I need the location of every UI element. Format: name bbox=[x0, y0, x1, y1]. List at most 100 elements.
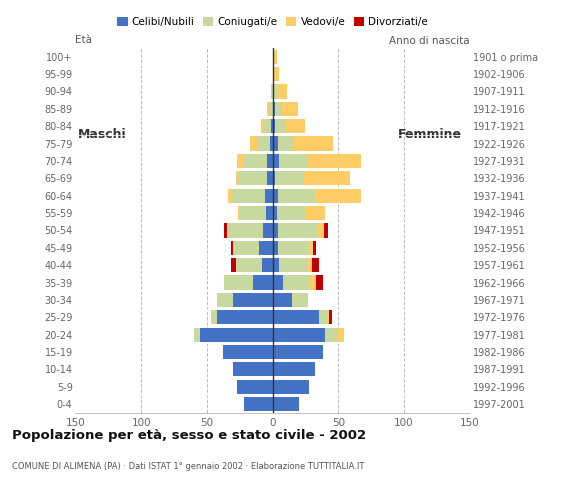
Bar bbox=[238, 206, 240, 220]
Bar bbox=[316, 276, 322, 289]
Bar bbox=[267, 102, 269, 116]
Bar bbox=[257, 136, 270, 151]
Bar bbox=[263, 223, 273, 238]
Bar bbox=[273, 67, 279, 81]
Bar bbox=[240, 206, 266, 220]
Bar bbox=[327, 310, 329, 324]
Bar bbox=[224, 223, 227, 238]
Bar bbox=[273, 327, 325, 342]
Legend: Celibi/Nubili, Coniugati/e, Vedovi/e, Divorziati/e: Celibi/Nubili, Coniugati/e, Vedovi/e, Di… bbox=[113, 13, 432, 31]
Text: COMUNE DI ALIMENA (PA) · Dati ISTAT 1° gennaio 2002 · Elaborazione TUTTITALIA.IT: COMUNE DI ALIMENA (PA) · Dati ISTAT 1° g… bbox=[12, 462, 364, 471]
Bar bbox=[273, 310, 318, 324]
Bar bbox=[315, 189, 361, 203]
Bar bbox=[273, 154, 279, 168]
Bar bbox=[200, 327, 273, 342]
Bar bbox=[233, 362, 273, 376]
Bar bbox=[278, 189, 315, 203]
Bar bbox=[244, 397, 273, 411]
Bar bbox=[228, 189, 230, 203]
Bar bbox=[293, 136, 333, 151]
Bar bbox=[273, 397, 299, 411]
Bar bbox=[273, 49, 277, 64]
Bar bbox=[211, 310, 218, 324]
Bar bbox=[329, 310, 332, 324]
Bar bbox=[273, 136, 278, 151]
Bar bbox=[324, 223, 328, 238]
Bar bbox=[273, 380, 309, 394]
Bar bbox=[273, 119, 275, 133]
Bar bbox=[283, 276, 309, 289]
Text: Femmine: Femmine bbox=[398, 128, 462, 141]
Bar bbox=[263, 119, 271, 133]
Bar bbox=[218, 310, 273, 324]
Bar bbox=[273, 189, 278, 203]
Bar bbox=[269, 102, 273, 116]
Bar bbox=[273, 293, 292, 307]
Bar bbox=[279, 154, 308, 168]
Bar bbox=[233, 240, 259, 255]
Text: Popolazione per età, sesso e stato civile - 2002: Popolazione per età, sesso e stato civil… bbox=[12, 429, 366, 442]
Bar bbox=[278, 223, 317, 238]
Bar bbox=[273, 345, 322, 359]
Bar bbox=[309, 276, 316, 289]
Bar bbox=[271, 119, 273, 133]
Bar bbox=[306, 206, 325, 220]
Bar bbox=[233, 293, 273, 307]
Bar bbox=[273, 171, 275, 185]
Bar bbox=[325, 327, 338, 342]
Bar bbox=[230, 258, 236, 272]
Bar bbox=[250, 136, 257, 151]
Bar bbox=[224, 276, 253, 289]
Bar bbox=[338, 327, 343, 342]
Bar bbox=[276, 102, 282, 116]
Bar bbox=[273, 240, 278, 255]
Bar bbox=[259, 240, 273, 255]
Text: Età: Età bbox=[75, 35, 92, 45]
Bar bbox=[312, 258, 318, 272]
Bar bbox=[309, 240, 313, 255]
Bar bbox=[277, 84, 287, 98]
Bar bbox=[227, 223, 263, 238]
Bar bbox=[308, 154, 361, 168]
Bar bbox=[244, 154, 267, 168]
Bar bbox=[308, 258, 312, 272]
Bar bbox=[273, 276, 283, 289]
Bar bbox=[264, 189, 273, 203]
Text: Anno di nascita: Anno di nascita bbox=[389, 36, 470, 46]
Bar bbox=[276, 171, 304, 185]
Text: Maschi: Maschi bbox=[77, 128, 126, 141]
Bar bbox=[286, 119, 306, 133]
Bar bbox=[318, 310, 327, 324]
Bar bbox=[266, 206, 273, 220]
Bar bbox=[237, 380, 273, 394]
Bar bbox=[273, 223, 278, 238]
Bar bbox=[304, 171, 350, 185]
Bar bbox=[277, 206, 306, 220]
Bar bbox=[276, 119, 286, 133]
Bar bbox=[313, 240, 316, 255]
Bar bbox=[238, 171, 267, 185]
Bar bbox=[271, 84, 273, 98]
Bar bbox=[218, 293, 233, 307]
Bar bbox=[274, 84, 277, 98]
Bar bbox=[278, 136, 293, 151]
Bar bbox=[230, 189, 264, 203]
Bar bbox=[279, 258, 308, 272]
Bar bbox=[292, 293, 308, 307]
Bar bbox=[273, 362, 315, 376]
Bar bbox=[253, 276, 273, 289]
Bar bbox=[267, 154, 273, 168]
Bar bbox=[267, 171, 273, 185]
Bar bbox=[282, 102, 298, 116]
Bar bbox=[230, 240, 233, 255]
Bar bbox=[273, 206, 277, 220]
Bar bbox=[261, 119, 263, 133]
Bar bbox=[236, 171, 238, 185]
Bar bbox=[262, 258, 273, 272]
Bar bbox=[237, 154, 244, 168]
Bar bbox=[194, 327, 200, 342]
Bar bbox=[278, 240, 309, 255]
Bar bbox=[273, 258, 279, 272]
Bar bbox=[273, 102, 275, 116]
Bar bbox=[236, 258, 262, 272]
